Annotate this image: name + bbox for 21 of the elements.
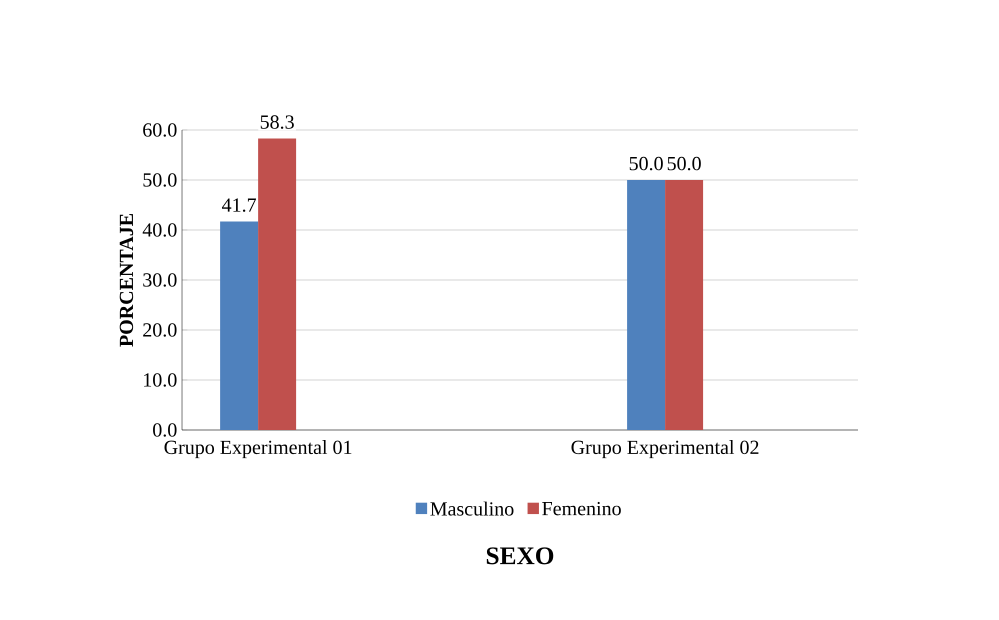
y-tick-label: 60.0 [143, 123, 177, 137]
x-axis-title: SEXO [486, 547, 554, 564]
x-tick-label: Grupo Experimental 02 [571, 440, 758, 458]
y-tick-label: 50.0 [143, 173, 177, 187]
y-axis-title: PORCENTAJE [120, 214, 134, 347]
bar [627, 180, 666, 430]
data-label: 58.3 [260, 115, 294, 129]
data-label: 41.7 [222, 198, 256, 212]
y-tick-label: 0.0 [153, 423, 177, 437]
legend-label: Femenino [542, 502, 621, 516]
bar [258, 138, 296, 430]
y-tick-label: 40.0 [142, 223, 177, 237]
y-tick-label: 10.0 [144, 373, 177, 387]
bar [665, 180, 704, 430]
x-tick-label: Grupo Experimental 01 [164, 440, 352, 458]
data-label: 50.0 [630, 156, 663, 170]
bar [220, 221, 258, 430]
y-tick-label: 20.0 [143, 323, 177, 337]
data-label: 50.0 [668, 156, 701, 170]
y-tick-label: 30.0 [143, 273, 177, 287]
legend-label: Masculino [430, 502, 514, 516]
